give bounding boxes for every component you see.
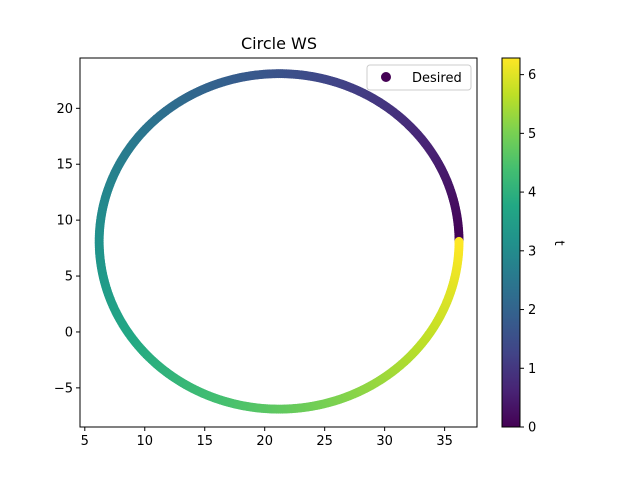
y-axis: −5 0 5 10 15 20 [54, 102, 80, 396]
x-tick-label: 25 [316, 434, 333, 449]
colorbar-ticks: 0 1 2 3 4 5 6 [520, 68, 536, 436]
legend-label-desired: Desired [412, 71, 462, 86]
colorbar-label: t [551, 240, 566, 245]
x-tick-label: 10 [136, 434, 153, 449]
y-tick-label: 5 [65, 270, 73, 285]
colorbar-tick-label: 1 [528, 362, 536, 377]
y-tick-label: −5 [54, 381, 73, 396]
y-tick-label: 15 [56, 158, 73, 173]
x-tick-label: 20 [256, 434, 273, 449]
colorbar [501, 57, 521, 428]
x-tick-label: 35 [436, 434, 453, 449]
colorbar-tick-label: 4 [528, 186, 536, 201]
x-tick-label: 5 [81, 434, 89, 449]
colorbar-tick-label: 0 [528, 421, 536, 436]
y-tick-label: 10 [56, 214, 73, 229]
x-tick-label: 15 [196, 434, 213, 449]
colorbar-tick-label: 3 [528, 244, 536, 259]
chart-title: Circle WS [241, 34, 317, 53]
colorbar-tick-label: 6 [528, 68, 536, 83]
x-axis: 5 10 15 20 25 30 35 [81, 427, 453, 449]
colorbar-tick-label: 5 [528, 127, 536, 142]
legend-marker [381, 72, 391, 82]
legend: Desired [366, 64, 472, 91]
x-tick-label: 30 [376, 434, 393, 449]
y-tick-label: 20 [56, 102, 73, 117]
y-tick-label: 0 [65, 325, 73, 340]
legend-box [366, 64, 472, 91]
colorbar-tick-label: 2 [528, 303, 536, 318]
scatter-points [94, 69, 464, 414]
plot-frame [79, 57, 478, 428]
data-point [454, 236, 464, 246]
